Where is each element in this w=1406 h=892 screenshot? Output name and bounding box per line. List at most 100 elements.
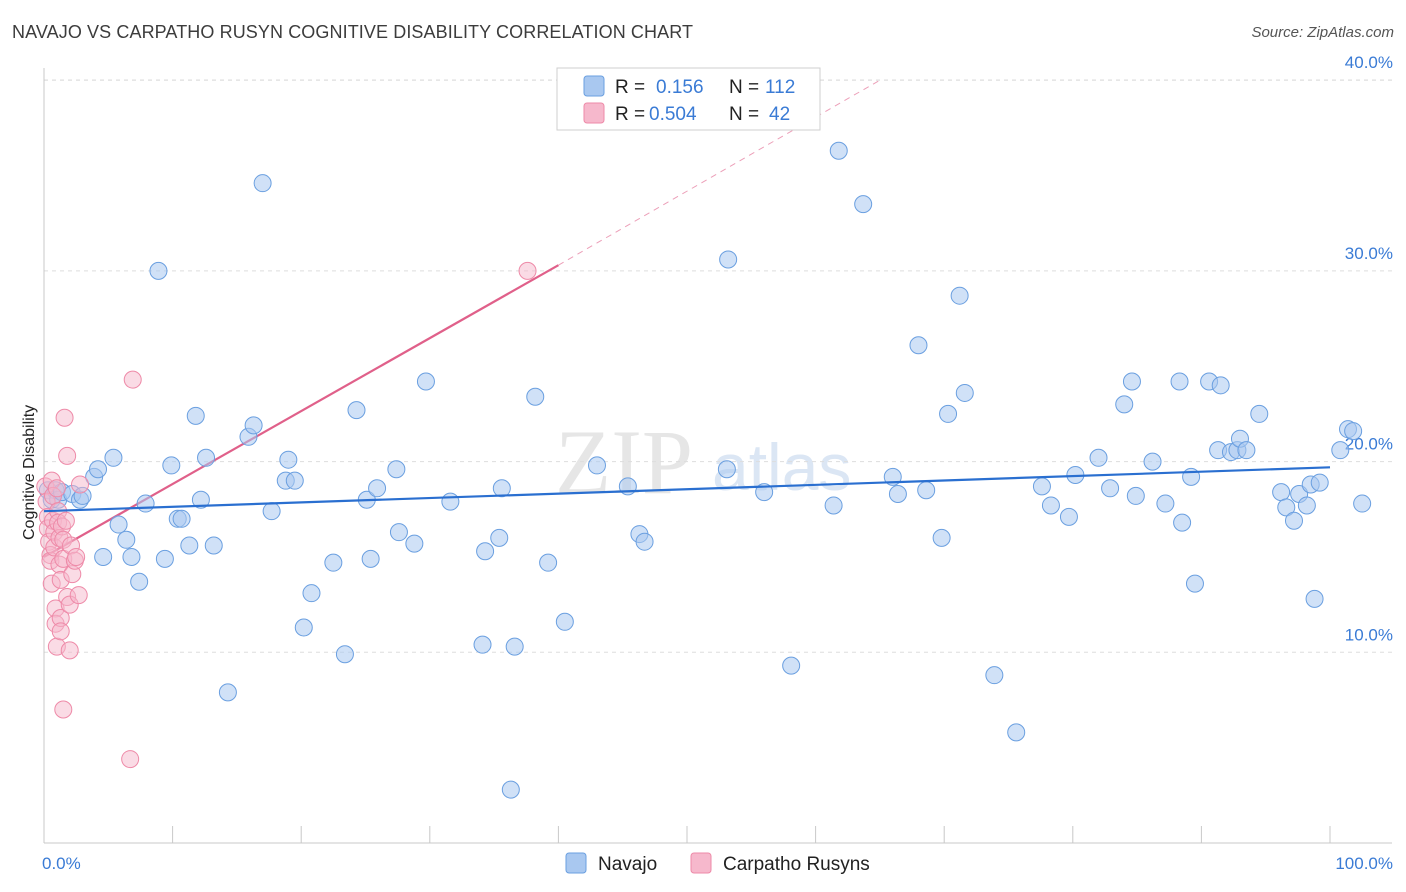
navajo-point bbox=[191, 490, 210, 509]
navajo-point bbox=[526, 387, 545, 406]
legend-r-value-1: 0.156 bbox=[656, 77, 704, 98]
y-tick-label: 30.0% bbox=[1345, 244, 1393, 263]
legend: R = 0.156 N = 112 R = 0.504 N = 42 bbox=[556, 67, 821, 131]
navajo-point bbox=[1250, 404, 1269, 423]
navajo-point bbox=[149, 261, 168, 280]
navajo-point bbox=[1122, 372, 1141, 391]
legend-n-label-2: N = bbox=[729, 104, 759, 125]
navajo-point bbox=[1331, 441, 1350, 460]
navajo-point bbox=[555, 612, 574, 631]
y-tick-label: 10.0% bbox=[1345, 625, 1393, 644]
navajo-point bbox=[829, 141, 848, 160]
bottom-legend: Navajo Carpatho Rusyns bbox=[565, 852, 870, 875]
navajo-point bbox=[854, 195, 873, 214]
y-tick-labels: 10.0% 20.0% 30.0% 40.0% bbox=[1345, 53, 1393, 644]
navajo-point bbox=[1284, 511, 1303, 530]
carpatho-rusyns-point bbox=[54, 700, 73, 719]
axes bbox=[43, 68, 1392, 844]
navajo-trend-group bbox=[43, 466, 1331, 513]
navajo-point bbox=[347, 401, 366, 420]
carpatho-rusyns-point bbox=[47, 479, 66, 498]
navajo-point bbox=[1173, 513, 1192, 532]
grid bbox=[44, 79, 1392, 653]
navajo-point bbox=[180, 536, 199, 555]
navajo-point bbox=[361, 549, 380, 568]
navajo-point bbox=[285, 471, 304, 490]
legend-r-label-2: R = bbox=[615, 104, 645, 125]
navajo-point bbox=[279, 450, 298, 469]
carpatho-rusyns-point bbox=[67, 547, 86, 566]
carpatho-rusyns-point bbox=[518, 261, 537, 280]
navajo-point bbox=[492, 479, 511, 498]
navajo-point bbox=[539, 553, 558, 572]
navajo-point bbox=[122, 547, 141, 566]
bottom-legend-navajo[interactable]: Navajo bbox=[598, 854, 657, 875]
navajo-point bbox=[389, 523, 408, 542]
navajo-point bbox=[950, 286, 969, 305]
legend-n-value-1: 112 bbox=[765, 77, 795, 98]
navajo-point bbox=[253, 174, 272, 193]
navajo-point bbox=[635, 532, 654, 551]
navajo-point bbox=[94, 547, 113, 566]
x-tick-labels: 0.0% 100.0% bbox=[42, 854, 1393, 873]
navajo-point bbox=[302, 584, 321, 603]
y-axis-title: Cognitive Disability bbox=[21, 405, 38, 540]
navajo-point bbox=[717, 460, 736, 479]
carpatho-rusyns-point bbox=[60, 641, 79, 660]
navajo-point bbox=[1041, 496, 1060, 515]
navajo-point bbox=[1156, 494, 1175, 513]
navajo-point bbox=[172, 509, 191, 528]
navajo-point bbox=[416, 372, 435, 391]
legend-r-value-2: 0.504 bbox=[649, 104, 697, 125]
navajo-point bbox=[155, 549, 174, 568]
carpatho-rusyns-point bbox=[121, 750, 140, 769]
legend-n-label-1: N = bbox=[729, 77, 759, 98]
navajo-point bbox=[1297, 496, 1316, 515]
navajo-point bbox=[244, 416, 263, 435]
navajo-point bbox=[294, 618, 313, 637]
navajo-point bbox=[587, 456, 606, 475]
navajo-point bbox=[324, 553, 343, 572]
legend-swatch-navajo bbox=[583, 75, 605, 97]
navajo-point bbox=[1143, 452, 1162, 471]
carpatho-rusyns-point bbox=[58, 446, 77, 465]
navajo-point bbox=[218, 683, 237, 702]
navajo-point bbox=[917, 481, 936, 500]
navajo-trend-line bbox=[43, 466, 1331, 513]
navajo-point bbox=[1344, 422, 1363, 441]
navajo-point bbox=[1126, 486, 1145, 505]
navajo-point bbox=[888, 485, 907, 504]
navajo-point bbox=[719, 250, 738, 269]
navajo-point bbox=[136, 494, 155, 513]
bottom-legend-swatch-rusyn[interactable] bbox=[690, 852, 712, 874]
navajo-point bbox=[476, 542, 495, 561]
legend-r-label-1: R = bbox=[615, 77, 645, 98]
navajo-point bbox=[197, 448, 216, 467]
navajo-point bbox=[1353, 494, 1372, 513]
carpatho-rusyns-point bbox=[123, 370, 142, 389]
navajo-point bbox=[368, 479, 387, 498]
source-credit: Source: ZipAtlas.com bbox=[1251, 24, 1394, 41]
navajo-point bbox=[939, 404, 958, 423]
chart-title: NAVAJO VS CARPATHO RUSYN COGNITIVE DISAB… bbox=[12, 22, 694, 42]
navajo-point bbox=[1089, 448, 1108, 467]
navajo-point bbox=[204, 536, 223, 555]
navajo-point bbox=[1211, 376, 1230, 395]
bottom-legend-rusyn[interactable]: Carpatho Rusyns bbox=[723, 854, 870, 875]
navajo-point bbox=[1170, 372, 1189, 391]
navajo-point bbox=[405, 534, 424, 553]
navajo-point bbox=[335, 645, 354, 664]
navajo-points bbox=[38, 141, 1372, 799]
navajo-point bbox=[1310, 473, 1329, 492]
carpatho-rusyns-trend-line bbox=[43, 264, 559, 558]
x-tick-label-end: 100.0% bbox=[1335, 854, 1393, 873]
navajo-point bbox=[505, 637, 524, 656]
bottom-legend-swatch-navajo[interactable] bbox=[565, 852, 587, 874]
navajo-point bbox=[490, 528, 509, 547]
navajo-point bbox=[130, 572, 149, 591]
carpatho-rusyns-point bbox=[69, 586, 88, 605]
navajo-point bbox=[1185, 574, 1204, 593]
navajo-point bbox=[824, 496, 843, 515]
navajo-point bbox=[1237, 441, 1256, 460]
